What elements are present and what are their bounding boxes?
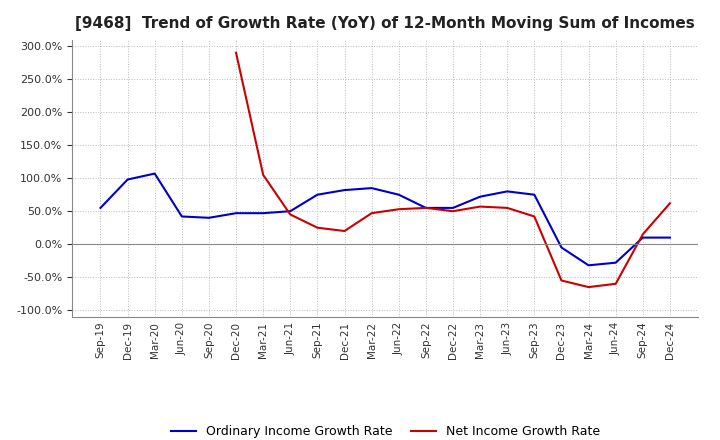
Ordinary Income Growth Rate bbox=[313, 192, 322, 197]
Net Income Growth Rate bbox=[286, 212, 294, 217]
Net Income Growth Rate bbox=[503, 205, 511, 210]
Ordinary Income Growth Rate bbox=[232, 210, 240, 216]
Net Income Growth Rate bbox=[639, 231, 647, 237]
Line: Ordinary Income Growth Rate: Ordinary Income Growth Rate bbox=[101, 173, 670, 265]
Net Income Growth Rate bbox=[313, 225, 322, 231]
Ordinary Income Growth Rate bbox=[476, 194, 485, 199]
Legend: Ordinary Income Growth Rate, Net Income Growth Rate: Ordinary Income Growth Rate, Net Income … bbox=[166, 420, 605, 440]
Net Income Growth Rate bbox=[530, 214, 539, 219]
Ordinary Income Growth Rate bbox=[150, 171, 159, 176]
Ordinary Income Growth Rate bbox=[123, 177, 132, 182]
Ordinary Income Growth Rate bbox=[204, 215, 213, 220]
Ordinary Income Growth Rate bbox=[341, 187, 349, 193]
Ordinary Income Growth Rate bbox=[259, 210, 268, 216]
Net Income Growth Rate bbox=[395, 206, 403, 212]
Ordinary Income Growth Rate bbox=[421, 205, 430, 210]
Ordinary Income Growth Rate bbox=[665, 235, 674, 240]
Ordinary Income Growth Rate bbox=[96, 205, 105, 210]
Title: [9468]  Trend of Growth Rate (YoY) of 12-Month Moving Sum of Incomes: [9468] Trend of Growth Rate (YoY) of 12-… bbox=[76, 16, 695, 32]
Ordinary Income Growth Rate bbox=[611, 260, 620, 265]
Net Income Growth Rate bbox=[476, 204, 485, 209]
Ordinary Income Growth Rate bbox=[584, 263, 593, 268]
Ordinary Income Growth Rate bbox=[178, 214, 186, 219]
Ordinary Income Growth Rate bbox=[639, 235, 647, 240]
Ordinary Income Growth Rate bbox=[530, 192, 539, 197]
Net Income Growth Rate bbox=[611, 281, 620, 286]
Ordinary Income Growth Rate bbox=[367, 186, 376, 191]
Ordinary Income Growth Rate bbox=[395, 192, 403, 197]
Net Income Growth Rate bbox=[341, 228, 349, 234]
Ordinary Income Growth Rate bbox=[286, 209, 294, 214]
Net Income Growth Rate bbox=[584, 284, 593, 290]
Line: Net Income Growth Rate: Net Income Growth Rate bbox=[236, 53, 670, 287]
Net Income Growth Rate bbox=[557, 278, 566, 283]
Ordinary Income Growth Rate bbox=[503, 189, 511, 194]
Net Income Growth Rate bbox=[259, 172, 268, 177]
Net Income Growth Rate bbox=[232, 50, 240, 55]
Ordinary Income Growth Rate bbox=[557, 245, 566, 250]
Net Income Growth Rate bbox=[421, 205, 430, 210]
Net Income Growth Rate bbox=[367, 210, 376, 216]
Net Income Growth Rate bbox=[665, 201, 674, 206]
Ordinary Income Growth Rate bbox=[449, 205, 457, 210]
Net Income Growth Rate bbox=[449, 209, 457, 214]
